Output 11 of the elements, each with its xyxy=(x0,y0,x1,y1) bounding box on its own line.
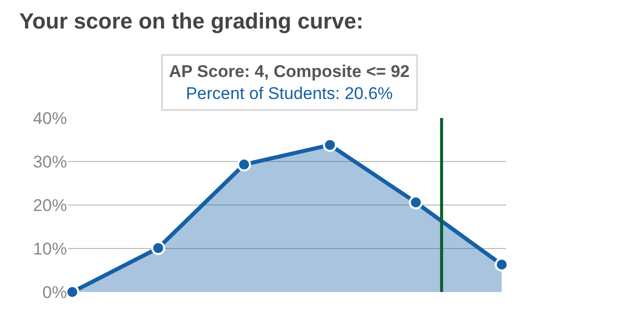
y-tick-label: 0% xyxy=(42,282,67,302)
y-tick-label: 40% xyxy=(32,108,67,128)
y-tick-label: 30% xyxy=(32,152,67,172)
point xyxy=(408,195,423,210)
point xyxy=(151,241,166,256)
point xyxy=(237,158,252,172)
y-tick-label: 10% xyxy=(32,239,67,258)
chart-title: Your score on the grading curve: xyxy=(19,8,364,34)
y-tick-label: 20% xyxy=(32,196,67,215)
text: AP Score: 4, Composite <= 92 Percent of Students: 20.6% xyxy=(169,62,410,104)
point xyxy=(494,258,509,272)
